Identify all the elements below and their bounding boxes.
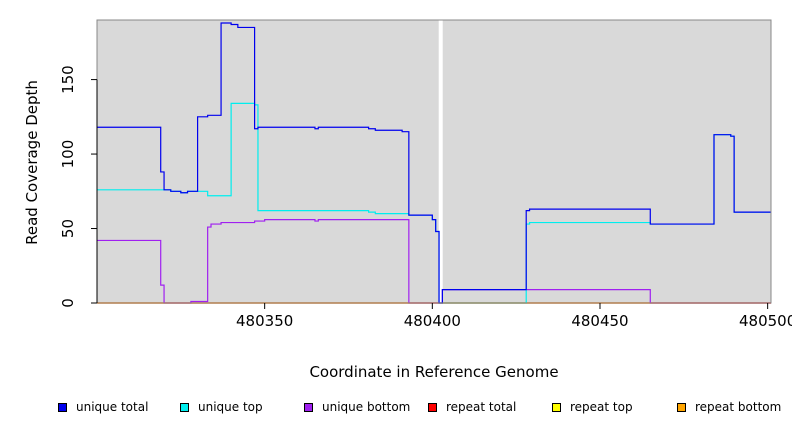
legend-swatch	[180, 402, 189, 412]
y-tick-label: 50	[59, 219, 77, 238]
legend-item-unique-top: unique top	[180, 400, 263, 414]
legend: unique total unique top unique bottom repea…	[0, 400, 792, 418]
y-axis-title: Read Coverage Depth	[23, 80, 41, 245]
x-tick-label: 480400	[404, 312, 461, 330]
legend-item-repeat-bottom: repeat bottom	[677, 400, 781, 414]
y-tick-label: 100	[59, 140, 77, 169]
series-line-unique-total	[97, 22, 771, 304]
legend-swatch	[552, 402, 561, 412]
y-axis: 0 50 100 150	[59, 65, 98, 308]
y-tick-label: 0	[59, 298, 77, 308]
legend-swatch	[677, 402, 686, 412]
legend-item-unique-bottom: unique bottom	[304, 400, 410, 414]
x-tick-label: 480500	[739, 312, 792, 330]
legend-label: unique bottom	[322, 400, 411, 414]
legend-label: unique total	[76, 400, 149, 414]
plot-background	[97, 20, 771, 303]
legend-item-repeat-total: repeat total	[428, 400, 516, 414]
legend-swatch	[304, 402, 313, 412]
y-tick-label: 150	[59, 65, 77, 94]
legend-label: unique top	[198, 400, 263, 414]
legend-item-repeat-top: repeat top	[552, 400, 633, 414]
x-axis: 480350 480400 480450 480500	[236, 303, 792, 330]
x-axis-title: Coordinate in Reference Genome	[309, 363, 558, 381]
x-tick-label: 480450	[571, 312, 628, 330]
legend-label: repeat top	[570, 400, 633, 414]
legend-label: repeat bottom	[695, 400, 782, 414]
legend-item-unique-total: unique total	[58, 400, 148, 414]
coverage-chart: 480350 480400 480450 480500 0 50 100 150 Coord…	[23, 19, 792, 381]
x-tick-label: 480350	[236, 312, 293, 330]
legend-label: repeat total	[446, 400, 517, 414]
legend-swatch	[58, 402, 67, 412]
legend-swatch	[428, 402, 437, 412]
